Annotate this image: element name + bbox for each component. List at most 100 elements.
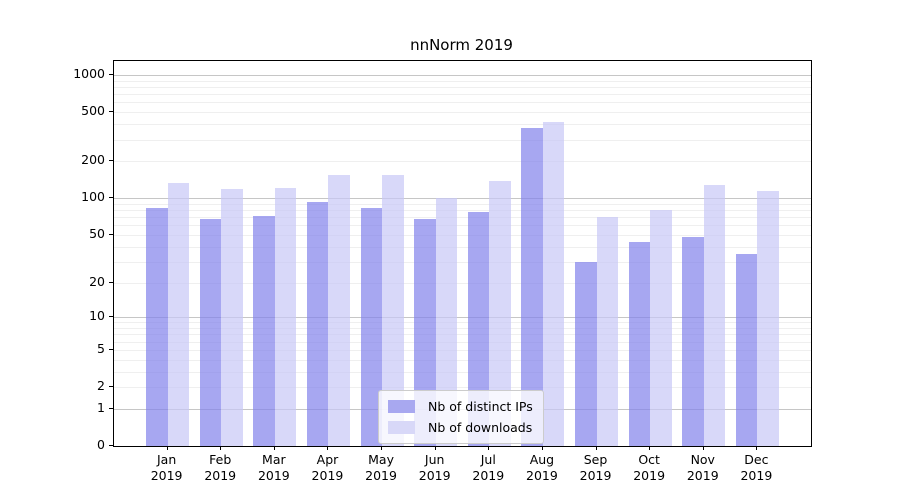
grid-line-minor (114, 203, 811, 205)
x-tick-year: 2019 (526, 467, 558, 483)
legend-label-downloads: Nb of downloads (428, 420, 533, 435)
x-tick-year: 2019 (150, 467, 183, 483)
y-tick-mark (109, 407, 113, 409)
x-tick-mark (220, 446, 222, 450)
bar-downloads (382, 174, 404, 446)
y-tick-mark (109, 233, 113, 235)
bar-distinct-ips (253, 215, 275, 446)
grid-line-minor (114, 139, 811, 141)
x-tick-mark (327, 446, 329, 450)
y-tick-mark (109, 316, 113, 318)
grid-line-minor (114, 334, 811, 336)
grid-line-minor (114, 87, 811, 89)
grid-line-minor (114, 94, 811, 96)
grid-line-minor (114, 322, 811, 324)
legend-row-distinct-ips: Nb of distinct IPs (388, 398, 533, 415)
x-tick-mark (756, 446, 758, 450)
x-tick-mark (273, 446, 275, 450)
x-tick-mark (381, 446, 383, 450)
bar-downloads (167, 183, 190, 446)
x-tick-year: 2019 (633, 467, 666, 483)
y-tick-mark (109, 111, 113, 113)
bar-downloads (596, 217, 618, 446)
x-tick-year: 2019 (740, 467, 773, 483)
x-tick-label: May 2019 (353, 452, 409, 483)
grid-line-minor (114, 124, 811, 126)
grid-line-minor (114, 349, 811, 351)
bar-downloads (435, 198, 458, 446)
grid-line-minor (114, 359, 811, 361)
grid-line-minor (114, 217, 811, 219)
grid-line-minor (114, 328, 811, 330)
legend-label-distinct-ips: Nb of distinct IPs (428, 399, 533, 414)
y-tick-label: 1000 (73, 66, 105, 82)
x-tick-label: Apr 2019 (299, 452, 355, 483)
bar-downloads (703, 185, 726, 446)
grid-line-minor (114, 282, 811, 284)
x-tick-year: 2019 (472, 467, 505, 483)
x-tick-year: 2019 (365, 467, 397, 483)
y-tick-label: 5 (97, 340, 105, 356)
bar-downloads (274, 188, 297, 446)
bar-distinct-ips (307, 201, 329, 446)
x-tick-mark (702, 446, 704, 450)
legend-row-downloads: Nb of downloads (388, 419, 533, 436)
bar-distinct-ips (199, 219, 222, 446)
bar-distinct-ips (735, 253, 758, 446)
bar-distinct-ips (414, 218, 436, 446)
bar-distinct-ips (682, 237, 704, 446)
y-tick-label: 200 (81, 152, 105, 168)
x-tick-label: Sep 2019 (568, 452, 624, 483)
y-tick-label: 20 (89, 273, 105, 289)
y-tick-label: 100 (81, 189, 105, 205)
x-tick-year: 2019 (311, 467, 344, 483)
x-tick-year: 2019 (686, 467, 719, 483)
bar-distinct-ips (575, 261, 597, 446)
grid-line-minor (114, 80, 811, 82)
x-tick-label: Aug 2019 (514, 452, 570, 483)
bar-distinct-ips (628, 241, 651, 446)
bar-downloads (221, 189, 243, 446)
y-tick-label: 2 (97, 378, 105, 394)
chart-title: nnNorm 2019 (410, 36, 513, 54)
x-tick-mark (541, 446, 543, 450)
grid-line-major (114, 198, 811, 200)
bar-downloads (650, 210, 672, 446)
y-tick-label: 10 (89, 308, 105, 324)
x-tick-label: Jan 2019 (139, 452, 195, 483)
x-tick-mark (434, 446, 436, 450)
grid-line-minor (114, 161, 811, 163)
x-tick-label: Dec 2019 (728, 452, 784, 483)
grid-line-minor (114, 210, 811, 212)
y-tick-mark (109, 445, 113, 446)
y-tick-label: 1 (97, 399, 105, 415)
y-tick-mark (109, 281, 113, 283)
grid-line-major (114, 75, 811, 77)
y-tick-mark (109, 74, 113, 76)
bar-downloads (757, 191, 779, 446)
grid-line-minor (114, 112, 811, 114)
y-tick-label: 500 (81, 103, 105, 119)
x-tick-year: 2019 (204, 467, 237, 483)
legend: Nb of distinct IPs Nb of downloads (378, 390, 544, 444)
grid-line-minor (114, 234, 811, 236)
y-tick-mark (109, 386, 113, 388)
x-tick-mark (488, 446, 490, 450)
x-tick-mark (595, 446, 597, 450)
bar-distinct-ips (360, 208, 383, 446)
x-tick-year: 2019 (418, 467, 451, 483)
bar-distinct-ips (521, 128, 543, 446)
x-tick-label: Feb 2019 (192, 452, 248, 483)
x-tick-mark (166, 446, 168, 450)
legend-swatch-distinct-ips (388, 400, 415, 413)
y-tick-mark (109, 160, 113, 162)
x-tick-label: Nov 2019 (675, 452, 731, 483)
grid-line-minor (114, 387, 811, 389)
y-tick-label: 0 (97, 437, 105, 452)
x-tick-label: Mar 2019 (246, 452, 302, 483)
x-tick-label: Oct 2019 (621, 452, 677, 483)
bar-distinct-ips (467, 212, 490, 446)
grid-line-minor (114, 261, 811, 263)
bar-downloads (328, 174, 350, 446)
